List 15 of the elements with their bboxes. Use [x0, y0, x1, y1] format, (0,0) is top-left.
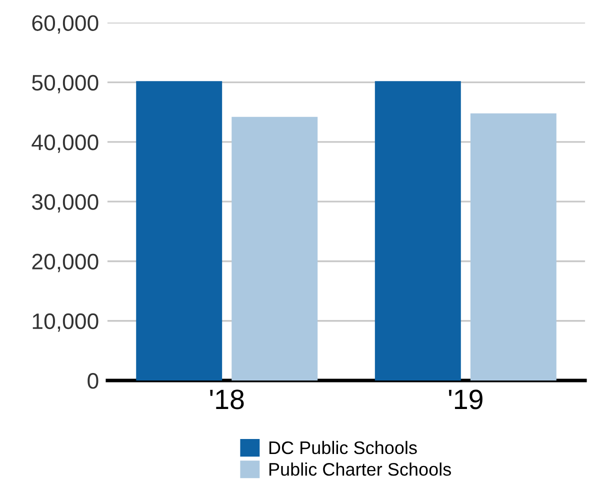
legend-label: Public Charter Schools: [269, 462, 451, 476]
y-tick-label: 50,000: [32, 74, 98, 94]
bar: [374, 81, 461, 381]
bar: [136, 81, 222, 381]
y-tick-label: 10,000: [32, 313, 98, 332]
x-tick-label: '18: [210, 390, 244, 410]
x-tick-label: '19: [448, 390, 482, 410]
y-tick-label: 40,000: [32, 134, 98, 153]
y-tick-label: 0: [88, 373, 98, 389]
bar: [232, 116, 318, 381]
y-tick-label: 30,000: [32, 194, 98, 212]
y-tick-label: 20,000: [32, 254, 98, 272]
bar: [470, 113, 556, 381]
legend-label: DC Public Schools: [269, 440, 417, 454]
y-tick-label: 60,000: [32, 15, 98, 34]
